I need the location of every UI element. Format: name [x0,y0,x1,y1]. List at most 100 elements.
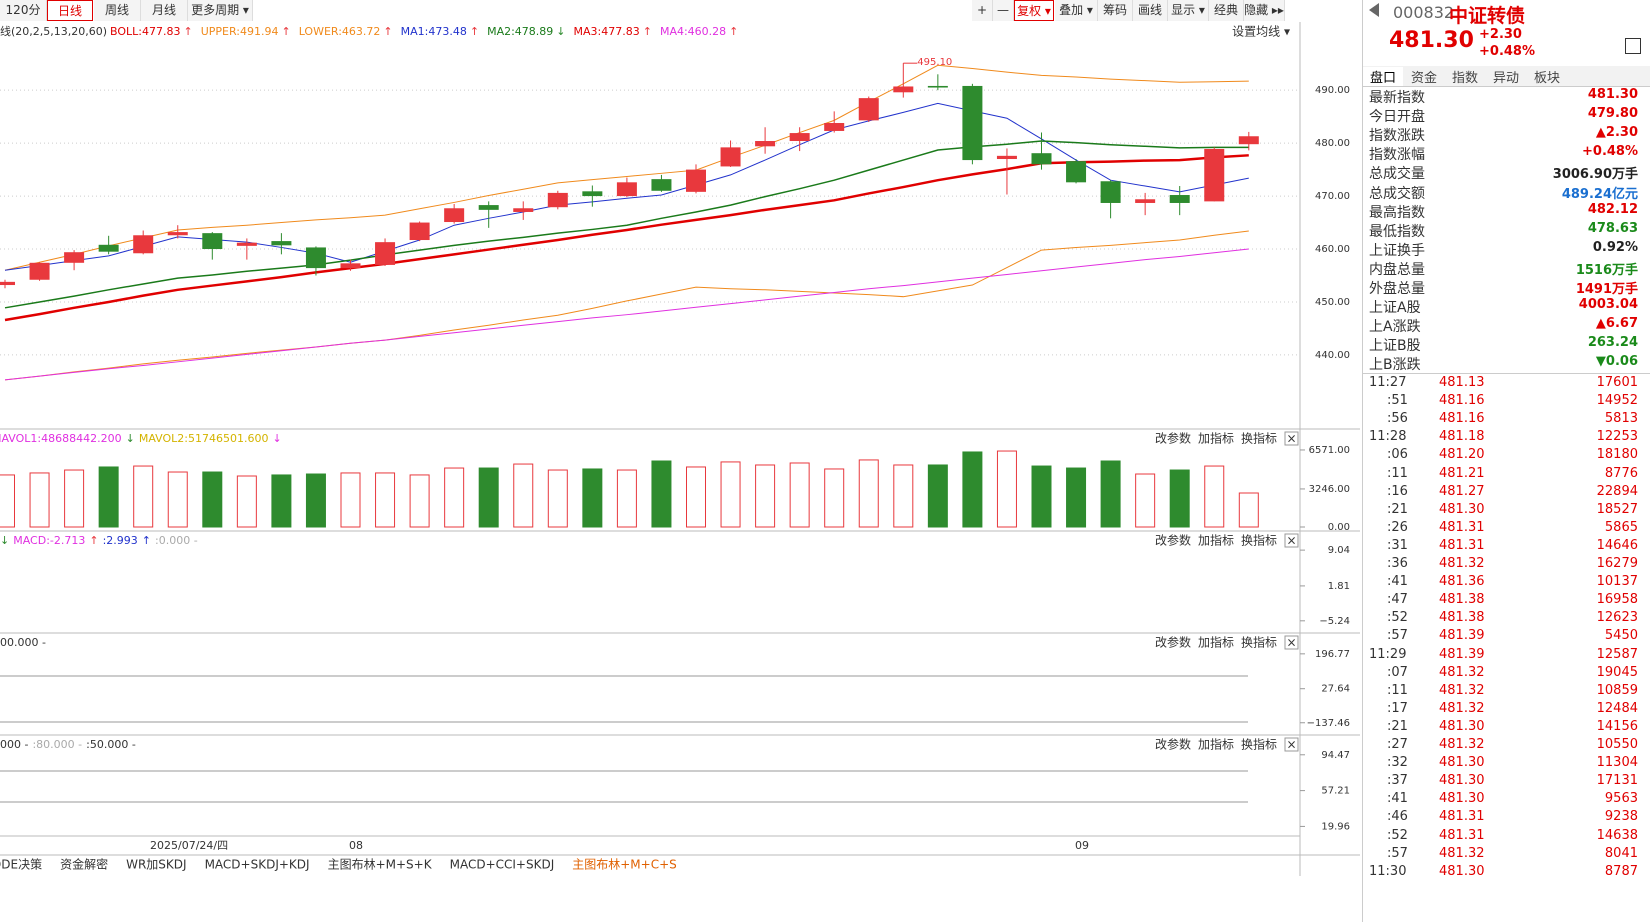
tick-volume: 8787 [1604,863,1638,879]
collapse[interactable] [1625,38,1641,54]
period-tab[interactable]: 周线 [94,0,141,21]
tool-button[interactable]: 叠加 ▾ [1055,0,1098,21]
tick-price: 481.32 [1439,664,1485,680]
indicator-tab[interactable]: MACD+CCI+SKDJ [450,858,555,872]
tool-button[interactable]: 复权 ▾ [1014,0,1054,21]
candle-body [686,169,706,192]
quote-value: 478.63 [1587,220,1638,236]
panel-button[interactable]: 改参数 [1155,737,1191,752]
tick-volume: 19045 [1596,664,1638,680]
indicator-tab[interactable]: MACD+SKDJ+KDJ [205,858,310,872]
panel-button[interactable]: 改参数 [1155,635,1191,650]
candle-body [202,233,223,250]
volume-bar [64,469,85,528]
tick-time: :26 [1387,519,1408,535]
tick-time: :41 [1387,791,1408,807]
tool-button[interactable]: 经典 [1209,0,1244,21]
panel-button[interactable]: 换指标 [1241,737,1277,752]
panel-button[interactable]: 加指标 [1198,533,1234,548]
period-tab[interactable]: 更多周期 ▾ [188,0,253,21]
candle-body [340,263,361,269]
period-tab[interactable]: 日线 [47,0,93,21]
quote-tab[interactable]: 指数 [1451,71,1478,86]
quote-label: 外盘总量 [1369,281,1425,297]
volume-bar [513,463,534,528]
tick-volume: 14952 [1596,393,1638,409]
quote-tab[interactable]: 异动 [1492,71,1519,86]
tick-volume: 5865 [1604,519,1638,535]
panel-button[interactable]: × [1286,432,1296,446]
tool-button[interactable]: 显示 ▾ [1168,0,1209,21]
ma-legend: MA3:477.83 [574,25,640,38]
period-tab[interactable]: 月线 [141,0,188,21]
y-tick-label: 19.96 [1321,821,1350,832]
candle-body [893,86,914,93]
tick-price: 481.38 [1439,592,1485,608]
tool-button[interactable]: — [993,0,1014,21]
panel-button[interactable]: 加指标 [1198,737,1234,752]
panel-button[interactable]: 改参数 [1155,431,1191,446]
quote-tab[interactable]: 盘口 [1363,67,1403,86]
tool-button[interactable]: + [972,0,993,21]
ma-line [4,230,1249,381]
panel-button[interactable]: × [1286,636,1296,650]
quote-value: 4003.04 [1578,297,1638,313]
tick-volume: 12623 [1596,610,1638,626]
ma-setting[interactable]: 设置均线 ▾ [1232,25,1290,39]
y-tick-label: 27.64 [1321,684,1350,695]
candle-body [789,133,810,142]
indicator-legend: ↑ [89,534,98,547]
ma-trend: ↑ [383,25,392,38]
indicator-legend: :50.000 - [86,738,136,751]
panel-button[interactable]: × [1286,534,1296,548]
panel-button[interactable]: 改参数 [1155,533,1191,548]
volume-bar [616,469,637,528]
tool-button[interactable]: 筹码 [1098,0,1133,21]
volume-bar [1135,473,1156,528]
panel-button[interactable]: 加指标 [1198,635,1234,650]
tick-time: :41 [1387,574,1408,590]
volume-bar [375,472,396,528]
candle-body [651,179,672,191]
quote-tab[interactable]: 板块 [1533,71,1560,86]
quote-value: 1491万手 [1575,282,1638,297]
volume-bar [340,472,361,528]
panel-button[interactable]: × [1286,738,1296,752]
quote-value: 263.24 [1587,335,1638,351]
quote-tab[interactable]: 资金 [1410,71,1437,86]
volume-bar [996,450,1017,528]
tick-price: 481.31 [1439,519,1485,535]
tick-price: 481.30 [1439,791,1485,807]
ma-line [4,64,1249,271]
y-tick-label: 0.00 [1328,522,1350,533]
panel-button[interactable]: 换指标 [1241,635,1277,650]
panel-button[interactable]: 换指标 [1241,533,1277,548]
panel-button[interactable]: 加指标 [1198,431,1234,446]
panel-button[interactable]: 换指标 [1241,431,1277,446]
tick-volume: 14156 [1596,718,1638,734]
tool-button[interactable]: 隐藏 ▸▸ [1244,0,1285,21]
tool-button[interactable]: 画线 [1133,0,1168,21]
indicator-tab[interactable]: WR加SKDJ [126,858,186,872]
quote-label: 上证换手 [1369,242,1425,259]
quote-value: 482.12 [1587,201,1638,217]
indicator-tab[interactable]: 主图布林+M+C+S [572,858,677,872]
candle-body [962,85,983,161]
quote-label: 总成交量 [1369,166,1425,183]
volume-bar [444,467,465,528]
candle-body [1204,148,1225,202]
indicator-legend: MAVOL1:48688442.200 [0,432,122,445]
volume-bar [962,451,983,528]
volume-bar [202,471,223,528]
indicator-tab[interactable]: 主图布林+M+S+K [328,858,433,872]
tick-time: :07 [1387,664,1408,680]
indicator-tab[interactable]: DDE决策 [0,858,42,872]
tick-time: :21 [1387,718,1408,734]
tick-time: :51 [1387,393,1408,409]
indicator-params: 线(20,2,5,13,20,60) [0,24,107,38]
tick-price: 481.18 [1439,429,1485,445]
name: 中证转债 [1449,5,1526,27]
indicator-tab[interactable]: 资金解密 [60,857,108,872]
tick-price: 481.39 [1439,646,1485,662]
